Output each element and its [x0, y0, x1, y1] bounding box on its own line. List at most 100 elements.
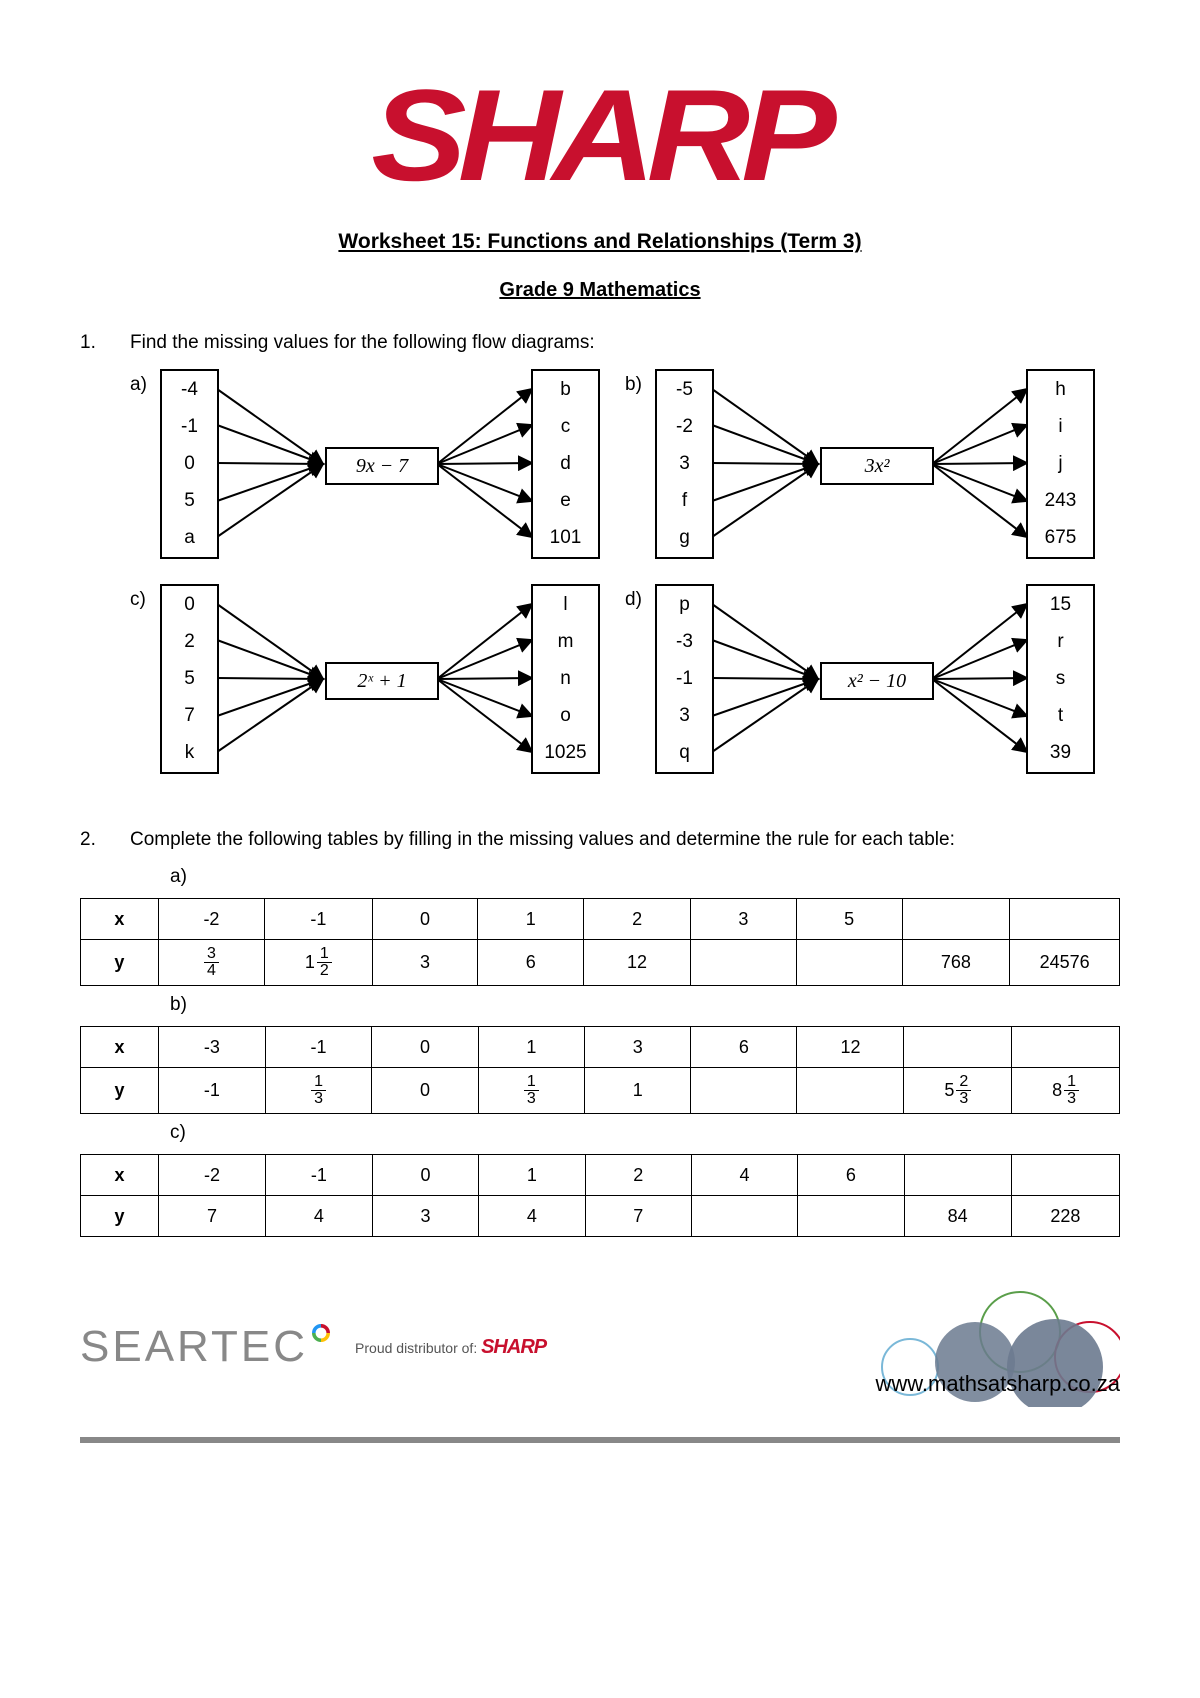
table-cell — [902, 899, 1010, 940]
flow-diagram: b) -5-23fg 3x² hij243675 — [625, 369, 1120, 559]
flow-diagrams-container: a) -4-105a 9x − 7 bcde101 b) -5-23fg 3x²… — [80, 369, 1120, 799]
table-cell: -1 — [266, 1155, 373, 1196]
rule-box: x² − 10 — [820, 662, 934, 700]
table-cell: 7 — [159, 1196, 266, 1237]
table-cell: 4 — [479, 1196, 585, 1237]
seartec-dot-icon — [312, 1324, 330, 1342]
table-cell: 0 — [372, 1068, 478, 1114]
output-box: 15rst39 — [1026, 584, 1095, 774]
table-cell: 6 — [691, 1027, 797, 1068]
worksheet-title: Worksheet 15: Functions and Relationship… — [80, 230, 1120, 254]
input-value: a — [162, 527, 217, 549]
input-box: -4-105a — [160, 369, 219, 559]
table-cell: -1 — [265, 899, 372, 940]
input-value: 3 — [657, 453, 712, 475]
distributor-brand: SHARP — [481, 1336, 546, 1358]
output-value: 243 — [1028, 490, 1093, 512]
data-table: x-2-101246y7434784228 — [80, 1154, 1120, 1237]
input-value: -1 — [657, 668, 712, 690]
row-header: x — [81, 899, 159, 940]
output-value: b — [533, 379, 598, 401]
input-value: -2 — [657, 416, 712, 438]
table-label: a) — [80, 866, 1120, 888]
table-cell: 813 — [1012, 1068, 1120, 1114]
table-cell — [904, 1027, 1012, 1068]
input-value: -4 — [162, 379, 217, 401]
output-box: bcde101 — [531, 369, 600, 559]
footer-bar — [80, 1437, 1120, 1443]
distributor-pre: Proud distributor of: — [355, 1340, 481, 1356]
diagram-label: d) — [625, 584, 655, 611]
output-value: j — [1028, 453, 1093, 475]
rule-box: 9x − 7 — [325, 447, 439, 485]
q2-number: 2. — [80, 829, 130, 851]
output-value: n — [533, 668, 598, 690]
input-value: 0 — [162, 594, 217, 616]
table-cell: 3 — [585, 1027, 691, 1068]
rule-box: 3x² — [820, 447, 934, 485]
table-label: b) — [80, 994, 1120, 1016]
input-value: 2 — [162, 631, 217, 653]
seartec-text: SEARTEC — [80, 1322, 308, 1372]
output-value: m — [533, 631, 598, 653]
input-value: -1 — [162, 416, 217, 438]
table-cell — [691, 1068, 797, 1114]
output-value: o — [533, 705, 598, 727]
output-value: 101 — [533, 527, 598, 549]
table-cell: 0 — [372, 1027, 478, 1068]
table-cell: 7 — [585, 1196, 691, 1237]
input-value: -5 — [657, 379, 712, 401]
table-cell: 1 — [478, 899, 584, 940]
table-cell: 3 — [372, 940, 478, 986]
output-value: 1025 — [533, 742, 598, 764]
header-logo: SHARP — [80, 60, 1120, 210]
input-value: k — [162, 742, 217, 764]
distributor-line: Proud distributor of: SHARP — [355, 1336, 546, 1359]
output-value: c — [533, 416, 598, 438]
input-value: 5 — [162, 490, 217, 512]
input-value: f — [657, 490, 712, 512]
row-header: y — [81, 940, 159, 986]
table-cell: 228 — [1011, 1196, 1119, 1237]
table-cell: 0 — [372, 1155, 478, 1196]
table-cell: 84 — [904, 1196, 1011, 1237]
table-cell — [691, 1196, 797, 1237]
data-table: x-2-101235y34112361276824576 — [80, 898, 1120, 986]
output-value: s — [1028, 668, 1093, 690]
diagram-label: b) — [625, 369, 655, 396]
worksheet-subtitle: Grade 9 Mathematics — [80, 279, 1120, 302]
table-cell: -1 — [159, 1068, 266, 1114]
table-cell — [904, 1155, 1011, 1196]
rule-box: 2ˣ + 1 — [325, 662, 439, 700]
table-cell — [1010, 899, 1120, 940]
table-cell: 6 — [798, 1155, 904, 1196]
table-cell: 5 — [796, 899, 902, 940]
table-cell: 2 — [585, 1155, 691, 1196]
table-cell: 4 — [266, 1196, 373, 1237]
table-cell: 24576 — [1010, 940, 1120, 986]
table-cell: 0 — [372, 899, 478, 940]
tables-container: a)x-2-101235y34112361276824576b)x-3-1013… — [80, 866, 1120, 1237]
output-value: r — [1028, 631, 1093, 653]
flow-diagram: a) -4-105a 9x − 7 bcde101 — [130, 369, 625, 559]
output-box: lmno1025 — [531, 584, 600, 774]
q1-text: Find the missing values for the followin… — [130, 332, 1120, 354]
output-box: hij243675 — [1026, 369, 1095, 559]
table-cell: -3 — [159, 1027, 266, 1068]
table-cell: 13 — [478, 1068, 585, 1114]
footer-url: www.mathsatsharp.co.za — [875, 1371, 1120, 1397]
output-value: e — [533, 490, 598, 512]
output-value: i — [1028, 416, 1093, 438]
input-value: 5 — [162, 668, 217, 690]
table-cell: 34 — [158, 940, 264, 986]
output-value: t — [1028, 705, 1093, 727]
table-cell: 3 — [690, 899, 796, 940]
sharp-logo-text: SHARP — [372, 60, 829, 210]
table-cell — [1011, 1155, 1119, 1196]
input-value: -3 — [657, 631, 712, 653]
input-box: -5-23fg — [655, 369, 714, 559]
table-cell — [690, 940, 796, 986]
row-header: x — [81, 1027, 159, 1068]
data-table: x-3-1013612y-1130131523813 — [80, 1026, 1120, 1114]
table-cell: 112 — [265, 940, 372, 986]
